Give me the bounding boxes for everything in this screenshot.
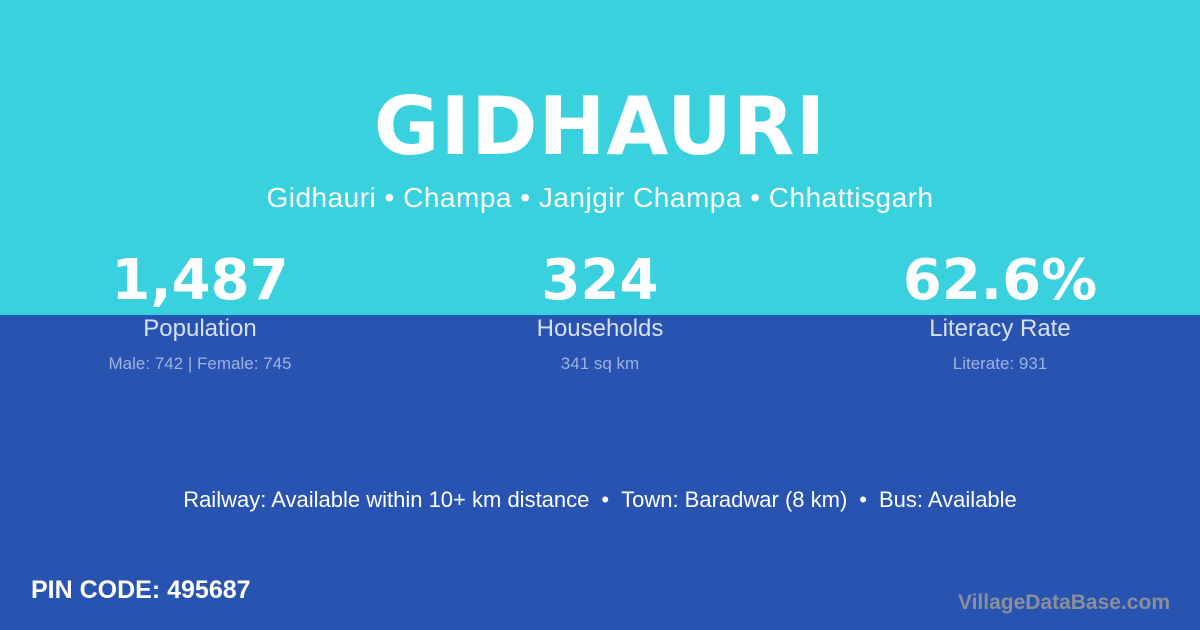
location-breadcrumb: Gidhauri • Champa • Janjgir Champa • Chh…: [266, 182, 934, 213]
stat-value: 62.6%: [902, 248, 1098, 313]
stat-value: 324: [541, 248, 659, 313]
stat-label: Literacy Rate: [929, 315, 1071, 342]
bus-info: Bus: Available: [878, 487, 1017, 512]
separator: •: [601, 487, 610, 512]
separator: •: [859, 487, 867, 512]
stat-detail: 341 sq km: [560, 354, 640, 373]
stat-detail: Male: 742 | Female: 745: [108, 354, 292, 373]
stat-value: 1,487: [111, 248, 289, 313]
stat-label: Population: [143, 315, 257, 342]
body-background: [0, 315, 1200, 630]
stat-label: Households: [536, 315, 664, 342]
pin-code: PIN CODE: 495687: [31, 576, 251, 604]
facilities-line: Railway: Available within 10+ km distanc…: [0, 487, 1200, 513]
railway-info: Railway: Available within 10+ km distanc…: [183, 487, 590, 512]
stat-detail: Literate: 931: [952, 354, 1048, 373]
village-title: GIDHAURI: [373, 80, 827, 173]
brand-watermark: VillageDataBase.com: [957, 591, 1170, 614]
header-background: [0, 0, 1200, 315]
town-info: Town: Baradwar (8 km): [621, 487, 848, 512]
